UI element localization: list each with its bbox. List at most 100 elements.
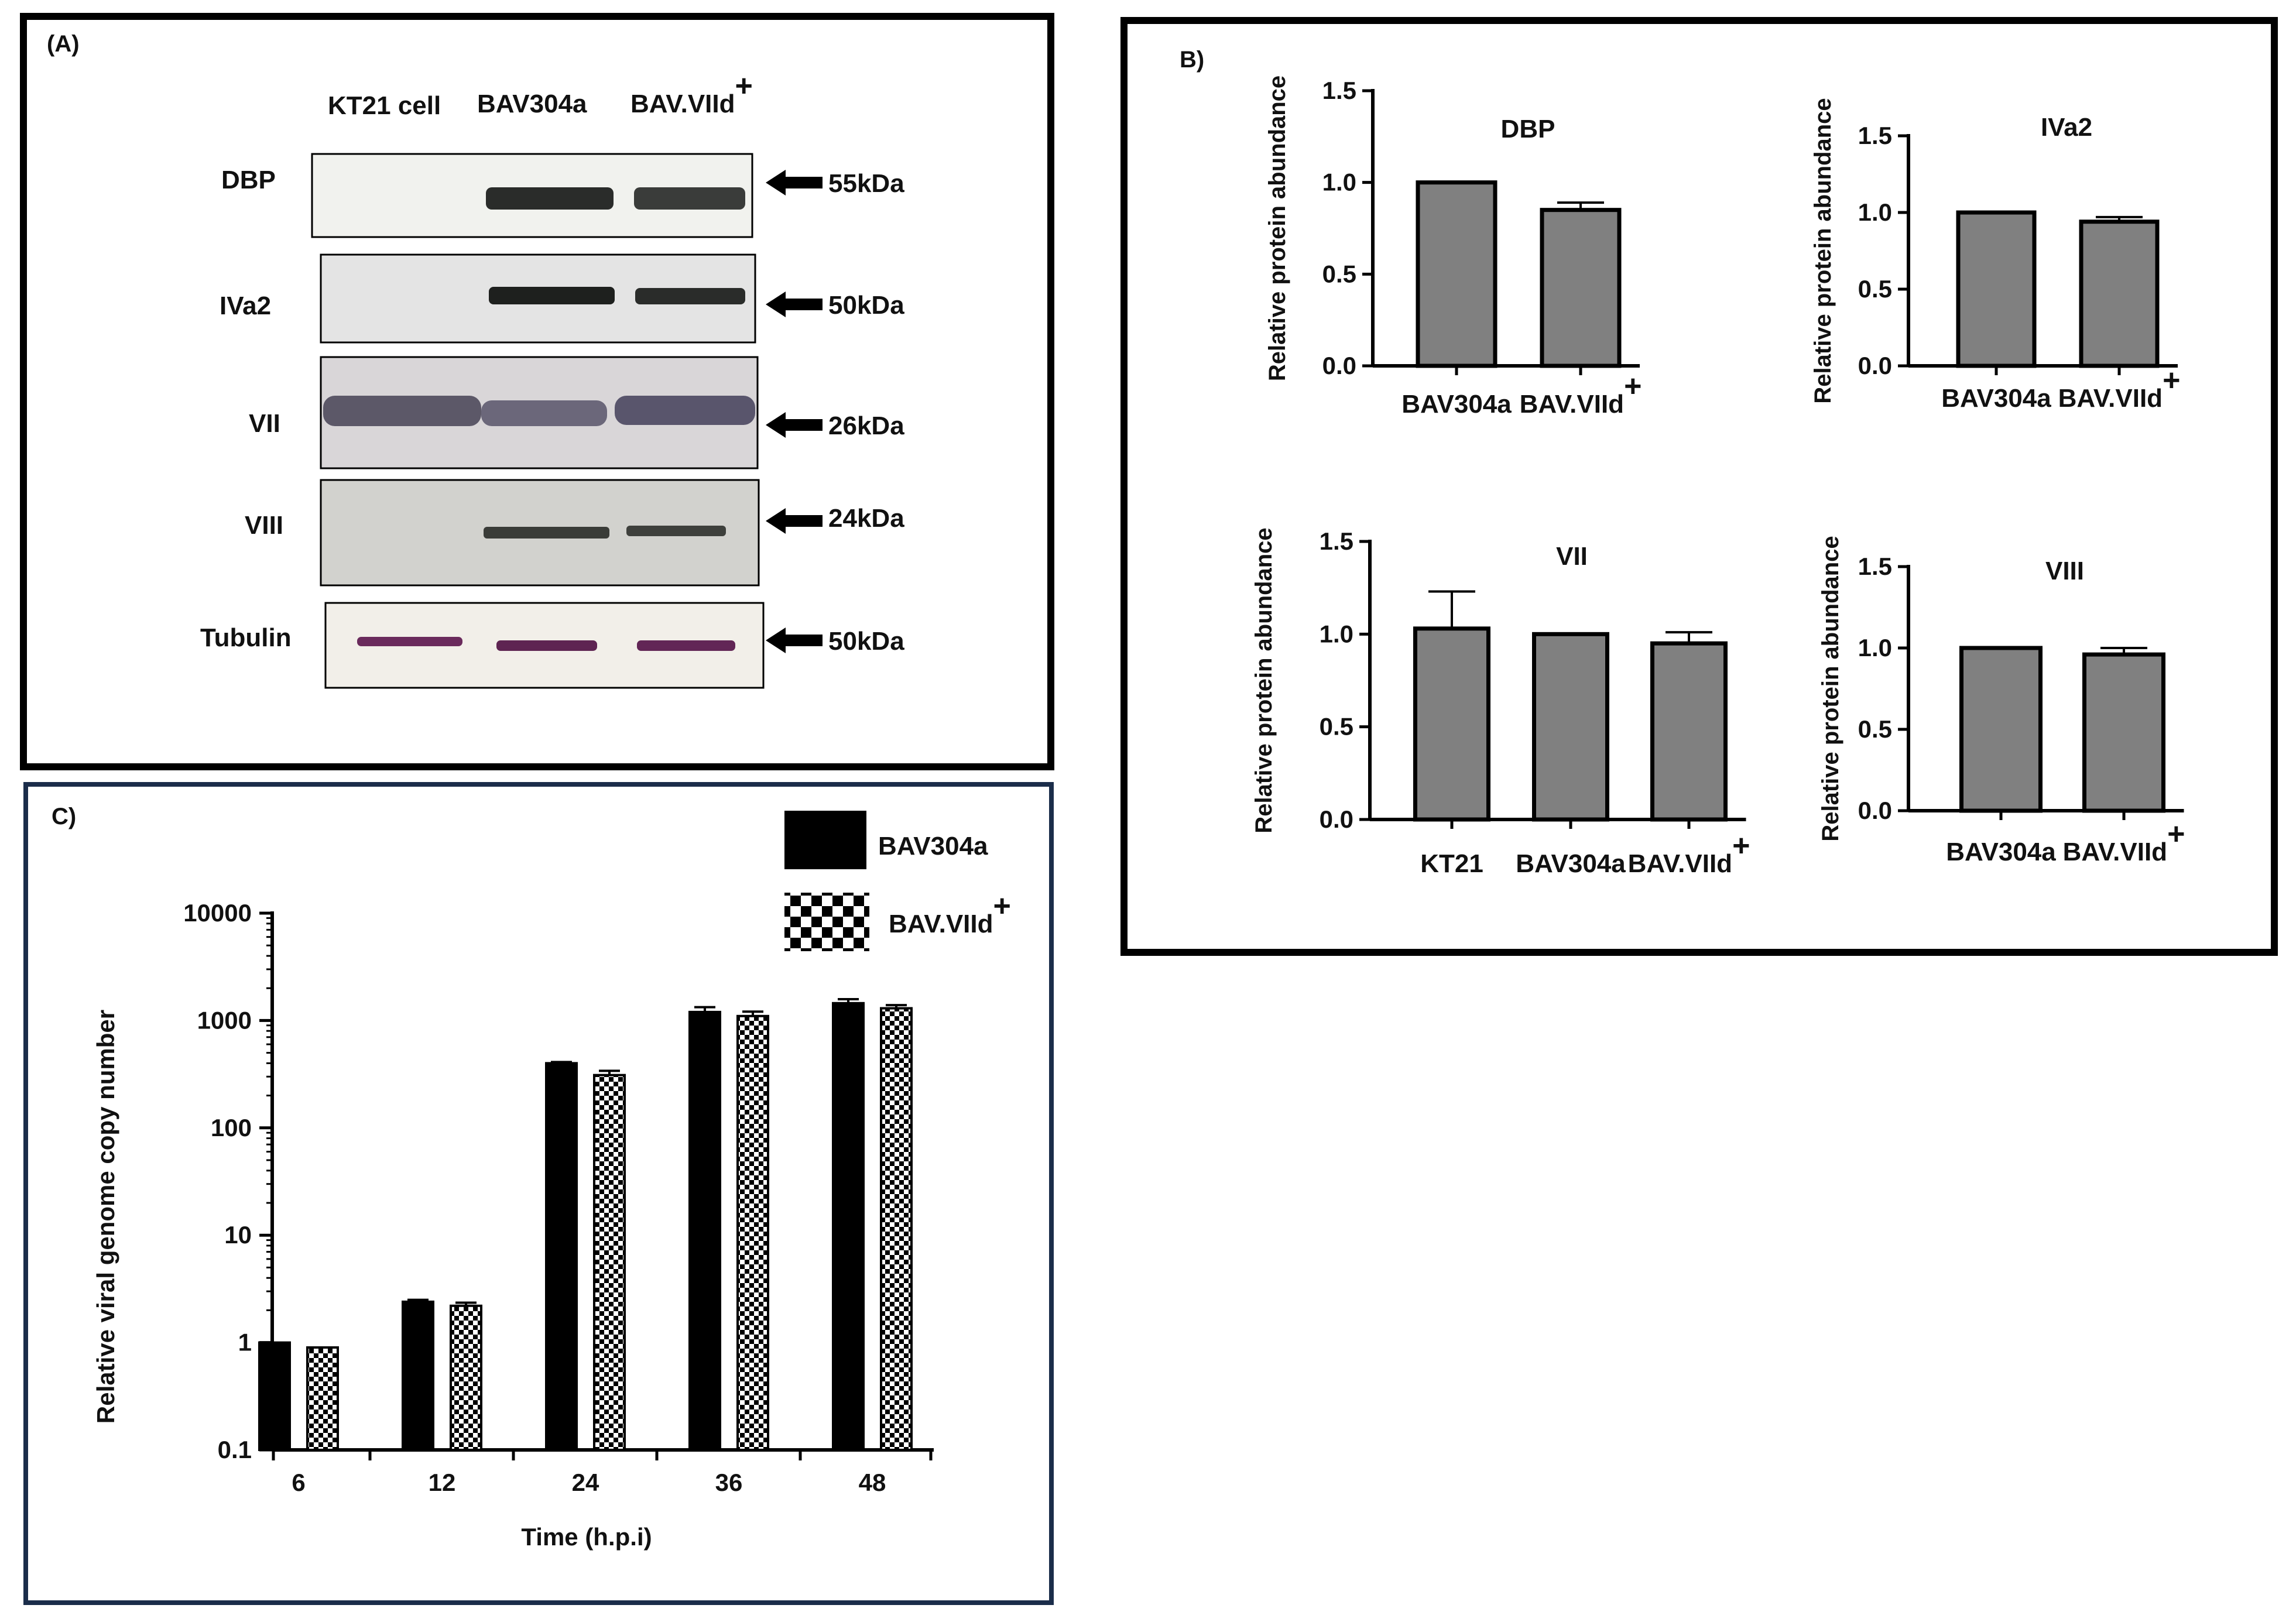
- panel-c: C) BAV304a BAV.VIId+ 0.1 1 10 100 1000 10000 6…: [23, 782, 1054, 1605]
- x-tick-text: BAV304a: [1516, 849, 1626, 878]
- y-tick-label: 0.0: [1858, 797, 1892, 824]
- bar-bavviid: [1650, 641, 1728, 822]
- y-tick-label: 1.5: [1858, 122, 1892, 149]
- y-tick-label: 0.0: [1322, 352, 1356, 379]
- blot-size-tubulin: 50kDa: [828, 627, 904, 656]
- chart-title: VII: [1556, 542, 1588, 571]
- mini-chart-viii: 0.0 0.5 1.0 1.5 BAV304a BAV.VIId+ VIII Relative…: [1818, 536, 2185, 866]
- y-tick-label: 1.5: [1320, 527, 1353, 555]
- blot-viii: VIII 24kDa: [245, 479, 904, 587]
- mini-chart-vii: 0.0 0.5 1.0 1.5 KT21 BAV304a BAV.VIId+ VII Relat…: [1251, 527, 1750, 878]
- band: [357, 637, 462, 646]
- band: [489, 287, 615, 304]
- superscript: +: [1624, 369, 1642, 403]
- legend: BAV304a BAV.VIId+: [784, 811, 1011, 951]
- superscript: +: [1732, 829, 1750, 863]
- y-tick-label: 1.0: [1858, 198, 1892, 226]
- y-tick-label: 1.5: [1858, 553, 1892, 580]
- x-tick-label: 6: [292, 1469, 305, 1496]
- arrow-icon: [766, 508, 823, 534]
- bar-bavviid-48h: [880, 1007, 913, 1451]
- blot-dbp: DBP 55kDa: [221, 153, 904, 238]
- x-tick-text: KT21: [1420, 849, 1483, 878]
- y-tick-label: 0.1: [218, 1436, 252, 1463]
- y-tick-label: 0.5: [1320, 713, 1353, 740]
- bar-bav304a-36h: [688, 1010, 721, 1451]
- y-tick-label: 0.5: [1322, 260, 1356, 287]
- y-axis-label: Relative protein abundance: [1264, 76, 1290, 381]
- blot-label-vii: VII: [249, 409, 280, 438]
- blot-label-dbp: DBP: [221, 166, 276, 194]
- y-tick-label: 1: [238, 1329, 252, 1356]
- x-tick-label: KT21: [1420, 849, 1483, 878]
- blot-size-dbp: 55kDa: [828, 169, 904, 198]
- legend-swatch-bavviid: [784, 893, 869, 951]
- band: [323, 396, 481, 426]
- bar-bav304a: [1959, 646, 2043, 813]
- band: [484, 527, 609, 539]
- x-tick-text: BAV.VIId: [1628, 849, 1733, 878]
- x-tick-text: BAV.VIId: [2063, 838, 2168, 866]
- bar-bav304a-48h: [832, 1002, 865, 1451]
- chart-title: DBP: [1501, 115, 1555, 143]
- lane-label-bav304a: BAV304a: [477, 90, 587, 118]
- y-tick-label: 0.5: [1858, 275, 1892, 303]
- bar-bavviid-24h: [593, 1074, 626, 1452]
- bar-bavviid-12h: [450, 1304, 482, 1451]
- band: [615, 396, 755, 425]
- blot-label-viii: VIII: [245, 511, 283, 540]
- x-axis-label: Time (h.p.i): [521, 1523, 652, 1551]
- x-tick-label: 12: [429, 1469, 456, 1496]
- legend-swatch-bav304a: [784, 811, 866, 869]
- x-tick-label: BAV304a: [1941, 384, 2051, 413]
- y-tick-label: 0.5: [1858, 715, 1892, 743]
- bar-bav304a-12h: [402, 1300, 434, 1451]
- band: [634, 187, 745, 210]
- bar-bav304a: [1416, 180, 1497, 368]
- x-tick-text: BAV.VIId: [1520, 390, 1625, 419]
- arrow-icon: [766, 627, 823, 653]
- panel-b-label: B): [1180, 47, 1204, 73]
- band: [626, 526, 726, 536]
- blot-size-viii: 24kDa: [828, 504, 904, 533]
- superscript: +: [2163, 364, 2180, 397]
- band: [486, 187, 614, 210]
- x-tick-label: BAV.VIId+: [2058, 364, 2181, 413]
- x-tick-text: BAV304a: [1941, 384, 2051, 413]
- bar-bavviid-36h: [736, 1014, 769, 1451]
- x-tick-label: BAV.VIId+: [1628, 829, 1750, 878]
- blot-iva2: IVa2 50kDa: [220, 253, 904, 344]
- x-tick-label: BAV.VIId+: [2063, 817, 2185, 866]
- panel-a: (A) KT21 cell BAV304a BAV.VIId+ DBP 55kD…: [20, 13, 1054, 770]
- x-tick-text: BAV.VIId: [2058, 384, 2163, 413]
- legend-label-bav304a: BAV304a: [878, 832, 988, 860]
- y-tick-label: 100: [211, 1114, 252, 1141]
- blot-tubulin: Tubulin 50kDa: [200, 602, 904, 689]
- bar-bav304a: [1956, 210, 2037, 368]
- y-axis-label: Relative protein abundance: [1251, 527, 1277, 833]
- y-tick-label: 1.0: [1320, 620, 1353, 647]
- x-tick-label: 48: [859, 1469, 886, 1496]
- x-tick-label: 36: [715, 1469, 743, 1496]
- blot-label-tubulin: Tubulin: [200, 623, 292, 652]
- y-tick-label: 1.0: [1322, 169, 1356, 196]
- mini-chart-dbp: 0.0 0.5 1.0 1.5 BAV304a BAV.VIId+ DBP Relative …: [1264, 76, 1642, 419]
- band: [637, 640, 735, 651]
- arrow-icon: [766, 292, 823, 317]
- genome-copy-chart: 0.1 1 10 100 1000 10000 6 12 24 36 48 Time (h.p.i) R…: [92, 899, 934, 1551]
- lane-label-kt21: KT21 cell: [328, 91, 441, 120]
- blot-vii: VII 26kDa: [249, 356, 904, 469]
- y-tick-label: 0.0: [1858, 352, 1892, 379]
- panel-b-frame: [1120, 17, 2278, 956]
- y-tick-label: 10000: [183, 899, 252, 927]
- y-tick-label: 1.5: [1322, 77, 1356, 104]
- x-tick-label: BAV304a: [1946, 838, 2056, 866]
- panel-c-label: C): [52, 804, 76, 829]
- mini-chart-iva2: 0.0 0.5 1.0 1.5 BAV304a BAV.VIId+ IVa2 Relative…: [1810, 98, 2180, 413]
- x-tick-label: BAV.VIId+: [1520, 369, 1642, 419]
- chart-title: IVa2: [2041, 113, 2092, 142]
- band: [481, 400, 607, 426]
